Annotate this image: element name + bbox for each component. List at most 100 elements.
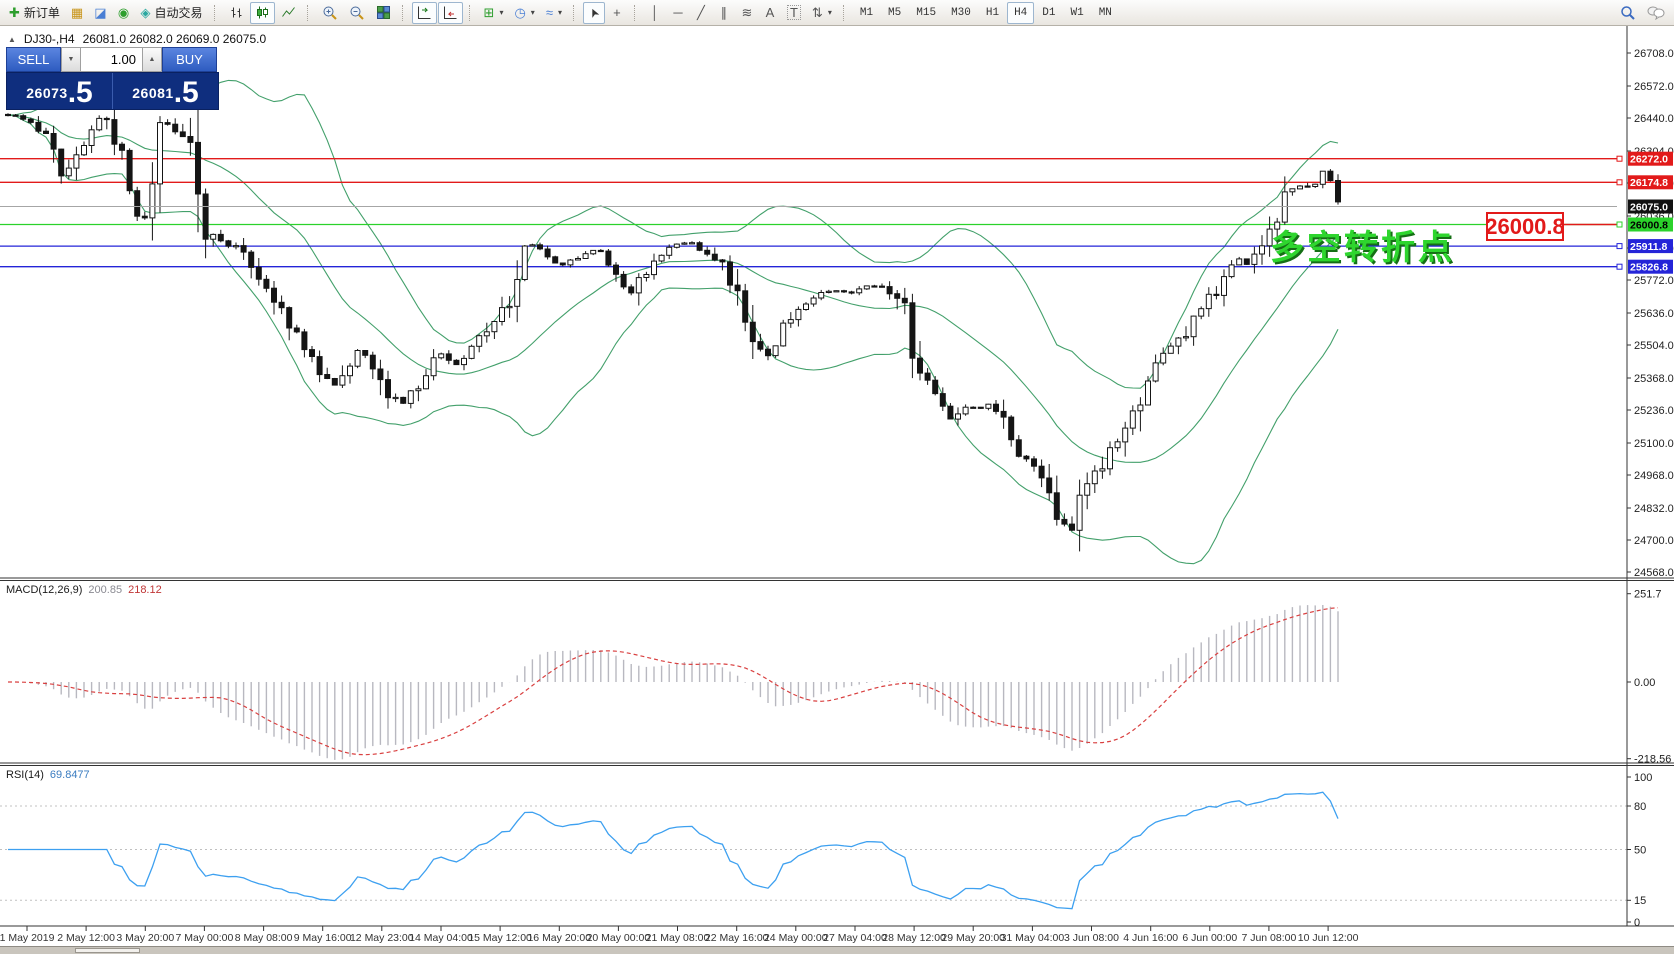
timeframe-button-mn[interactable]: MN: [1092, 2, 1119, 24]
vertical-line-tool-button[interactable]: │: [644, 2, 666, 24]
bar-chart-button[interactable]: [224, 2, 249, 24]
zoom-in-button[interactable]: [317, 2, 343, 24]
crosshair-icon: +: [613, 5, 621, 20]
timeframe-button-m15[interactable]: M15: [909, 2, 943, 24]
volume-decrease-button[interactable]: ▼: [61, 47, 81, 72]
text-label-icon: T: [786, 5, 801, 20]
price-level-callout[interactable]: 26000.8: [1485, 212, 1565, 241]
svg-text:25100.0: 25100.0: [1634, 438, 1674, 450]
search-button[interactable]: [1615, 2, 1641, 24]
volume-input[interactable]: [81, 47, 142, 72]
bar-chart-icon: [231, 7, 242, 18]
buy-price[interactable]: 26081 .5: [113, 73, 218, 109]
timeframe-button-h4[interactable]: H4: [1007, 1, 1035, 24]
svg-text:10 Jun 12:00: 10 Jun 12:00: [1298, 932, 1359, 944]
cursor-icon: ➤: [585, 4, 603, 21]
svg-text:251.7: 251.7: [1634, 589, 1662, 601]
timeframe-button-w1[interactable]: W1: [1063, 2, 1090, 24]
svg-text:7 May 00:00: 7 May 00:00: [176, 932, 234, 944]
trendline-icon: ╱: [697, 5, 705, 20]
macd-signal-value: 218.12: [128, 584, 162, 596]
macd-indicator-label: MACD(12,26,9) 200.85 218.12: [6, 584, 162, 596]
turning-point-annotation[interactable]: 多空转折点: [1270, 229, 1455, 267]
timeframe-button-m1[interactable]: M1: [853, 2, 880, 24]
buy-price-main: 26081: [132, 85, 174, 101]
trade-panel-prices: 26073 .5 26081 .5: [6, 72, 219, 110]
timeframe-button-m5[interactable]: M5: [881, 2, 908, 24]
svg-text:24568.0: 24568.0: [1634, 567, 1674, 579]
channel-tool-button[interactable]: ∥: [713, 2, 735, 24]
buy-button[interactable]: BUY: [162, 47, 217, 72]
tile-windows-button[interactable]: [371, 2, 396, 24]
svg-text:25911.8: 25911.8: [1630, 241, 1668, 253]
svg-text:2 May 12:00: 2 May 12:00: [57, 932, 115, 944]
svg-text:15 May 12:00: 15 May 12:00: [468, 932, 532, 944]
dropdown-arrow-icon: ▾: [557, 8, 562, 17]
trade-panel-top-row: SELL ▼ ▲ BUY: [6, 47, 219, 72]
text-label-tool-button[interactable]: T: [782, 2, 806, 24]
auto-scroll-icon: [443, 6, 457, 19]
new-order-button[interactable]: ✚ 新订单: [4, 2, 65, 24]
new-order-icon: ✚: [9, 5, 20, 20]
toolbar-grip: [633, 4, 638, 21]
signals-icon: ◉: [117, 5, 130, 20]
indicators-menu-button[interactable]: ≈ ▾: [541, 2, 567, 24]
buy-price-pips: .5: [173, 75, 199, 109]
svg-text:6 Jun 00:00: 6 Jun 00:00: [1182, 932, 1237, 944]
autotrade-label: 自动交易: [154, 6, 203, 20]
svg-text:3 Jun 08:00: 3 Jun 08:00: [1064, 932, 1119, 944]
svg-text:24832.0: 24832.0: [1634, 503, 1674, 515]
toolbar-grip: [842, 4, 847, 21]
svg-text:26708.0: 26708.0: [1634, 48, 1674, 60]
svg-text:3 May 20:00: 3 May 20:00: [116, 932, 174, 944]
sell-price-pips: .5: [67, 75, 93, 109]
sell-button[interactable]: SELL: [6, 47, 61, 72]
text-tool-icon: A: [765, 5, 775, 20]
autotrade-button[interactable]: ◈ 自动交易: [136, 2, 208, 24]
scrollbar-thumb[interactable]: [75, 948, 140, 953]
new-window-menu-button[interactable]: ⊞ ▾: [479, 2, 509, 24]
timeframe-button-m30[interactable]: M30: [944, 2, 978, 24]
trendline-tool-button[interactable]: ╱: [690, 2, 712, 24]
crosshair-tool-button[interactable]: +: [606, 2, 628, 24]
svg-text:26174.8: 26174.8: [1630, 177, 1668, 189]
signals-button[interactable]: ◉: [113, 2, 135, 24]
svg-text:16 May 20:00: 16 May 20:00: [527, 932, 591, 944]
horizontal-line-icon: ─: [673, 5, 683, 20]
ohlc-values: 26081.0 26082.0 26069.0 26075.0: [82, 32, 267, 46]
chat-button[interactable]: [1642, 2, 1670, 24]
fibonacci-tool-button[interactable]: ≋: [736, 2, 758, 24]
sell-price[interactable]: 26073 .5: [7, 73, 113, 109]
new-chart-button[interactable]: ▦: [66, 2, 88, 24]
auto-scroll-button[interactable]: [437, 1, 463, 24]
profiles-button[interactable]: ◪: [89, 2, 111, 24]
new-chart-icon: ▦: [70, 5, 84, 20]
arrows-tool-button[interactable]: ⇅ ▾: [807, 2, 837, 24]
toolbar-grip: [401, 4, 406, 21]
svg-text:26440.0: 26440.0: [1634, 113, 1674, 125]
collapse-panel-icon[interactable]: ▲: [8, 34, 16, 44]
zoom-out-button[interactable]: [344, 2, 370, 24]
svg-text:29 May 20:00: 29 May 20:00: [941, 932, 1005, 944]
zoom-out-icon: [350, 6, 364, 20]
volume-increase-button[interactable]: ▲: [142, 47, 162, 72]
arrows-tool-icon: ⇅: [811, 5, 823, 20]
text-tool-button[interactable]: A: [759, 2, 781, 24]
new-order-label: 新订单: [23, 6, 60, 20]
cursor-tool-button[interactable]: ➤: [582, 1, 605, 24]
horizontal-line-tool-button[interactable]: ─: [667, 2, 689, 24]
svg-text:25504.0: 25504.0: [1634, 340, 1674, 352]
toolbar-grip: [572, 4, 577, 21]
svg-text:26075.0: 26075.0: [1630, 201, 1668, 213]
spin-up-icon: ▲: [148, 56, 156, 63]
timeframe-button-h1[interactable]: H1: [979, 2, 1006, 24]
chart-canvas[interactable]: 26708.026572.026440.026304.026172.026036…: [0, 26, 1674, 946]
chart-shift-button[interactable]: [411, 1, 437, 24]
svg-text:25772.0: 25772.0: [1634, 275, 1674, 287]
line-chart-button[interactable]: [276, 2, 301, 24]
timeframe-button-d1[interactable]: D1: [1035, 2, 1062, 24]
equidistant-channel-icon: ∥: [720, 5, 728, 20]
periods-menu-button[interactable]: ◷ ▾: [509, 2, 539, 24]
candlestick-chart-button[interactable]: [249, 1, 275, 24]
rsi-value: 69.8477: [49, 769, 90, 781]
